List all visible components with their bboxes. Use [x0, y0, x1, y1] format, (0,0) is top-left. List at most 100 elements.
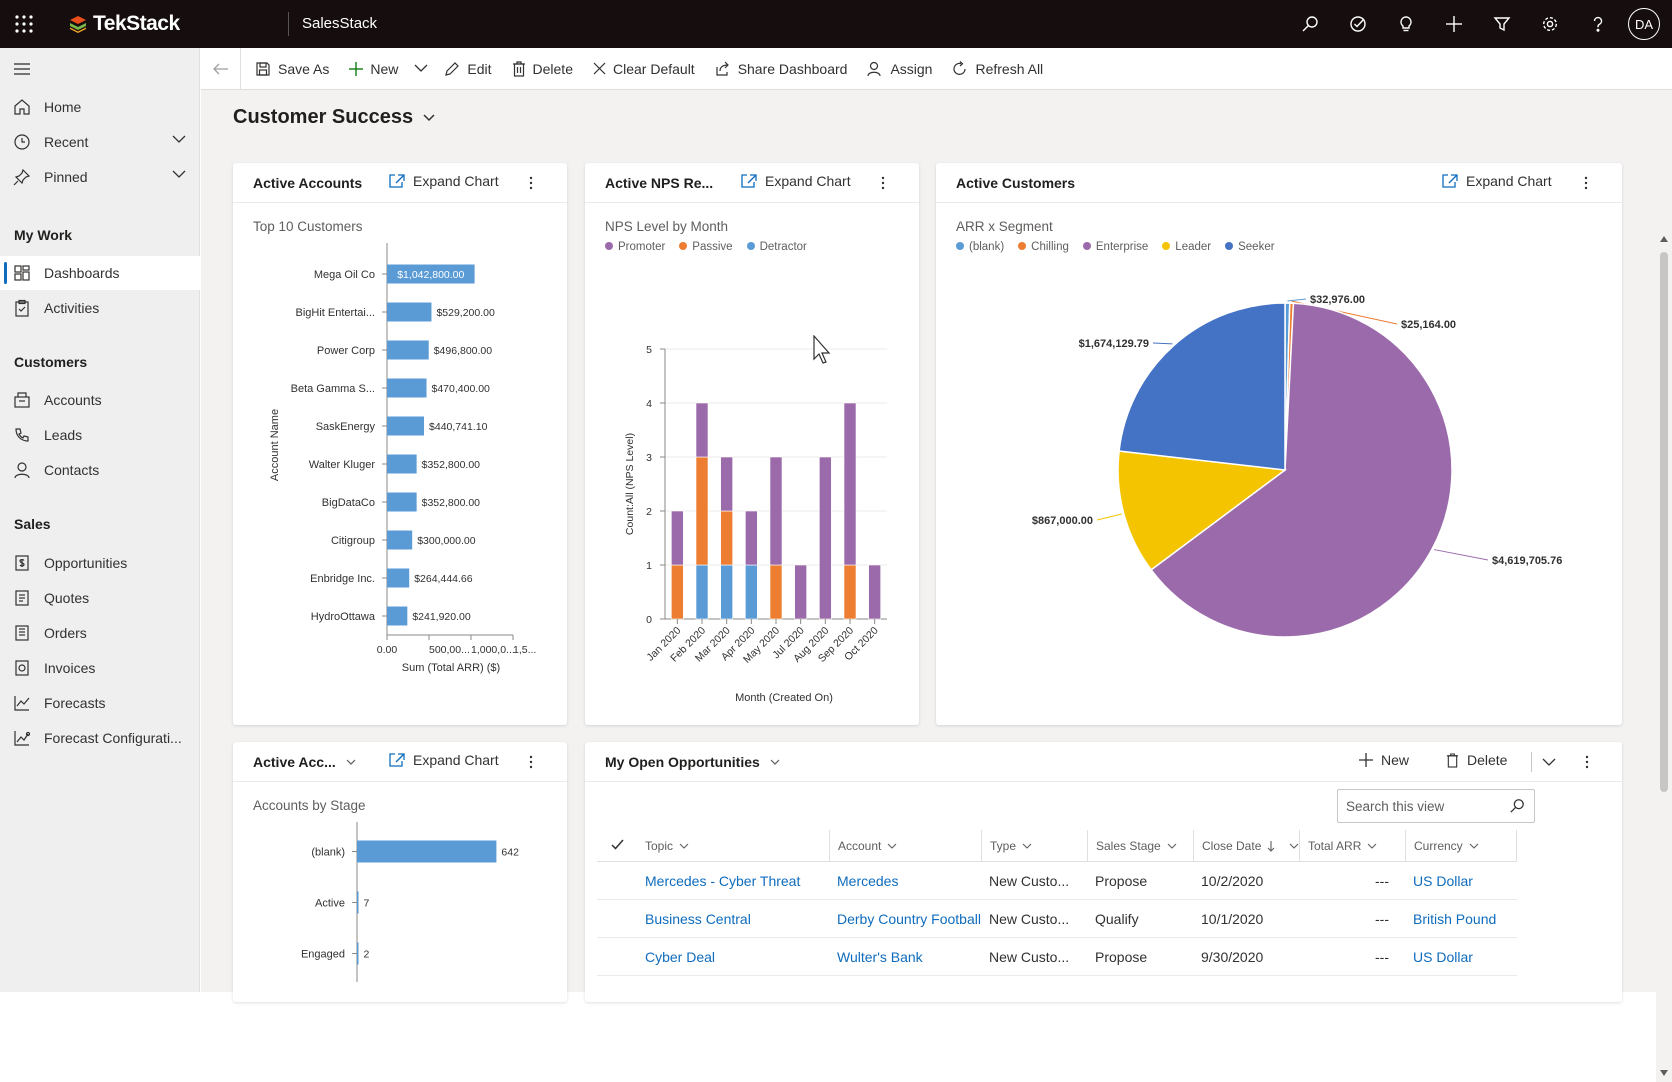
cell-topic[interactable]: Mercedes - Cyber Threat	[645, 873, 801, 889]
grid-new-button[interactable]: New	[1359, 752, 1409, 768]
legend-item-seeker[interactable]: Seeker	[1225, 241, 1275, 253]
sidebar-item-quotes[interactable]: Quotes	[0, 581, 200, 615]
cell-topic[interactable]: Cyber Deal	[645, 949, 716, 965]
refresh-all-button[interactable]: Refresh All	[942, 48, 1053, 90]
top-bar: TekStack SalesStack DA	[0, 0, 1672, 48]
sidebar-item-home[interactable]: Home	[0, 90, 200, 124]
cell-currency[interactable]: British Pound	[1413, 911, 1497, 927]
app-name[interactable]: SalesStack	[302, 15, 378, 32]
table-row[interactable]: Cyber Deal Wulter's Bank New Custo... Propo…	[597, 938, 1517, 976]
app-launcher-icon[interactable]	[14, 14, 34, 34]
sidebar-item-opportunities[interactable]: Opportunities	[0, 546, 200, 580]
share-dashboard-button[interactable]: Share Dashboard	[705, 48, 858, 90]
page-scrollbar[interactable]	[1656, 230, 1672, 1082]
cell-currency[interactable]: US Dollar	[1413, 949, 1473, 965]
expand-chart-button[interactable]: Expand Chart	[741, 173, 851, 189]
expand-chart-button[interactable]: Expand Chart	[389, 752, 499, 768]
more-options-icon[interactable]	[523, 753, 539, 771]
chevron-down-icon[interactable]	[172, 135, 186, 144]
legend-item-passive[interactable]: Passive	[679, 241, 733, 253]
sidebar-item-invoices[interactable]: Invoices	[0, 651, 200, 685]
sidebar-item-contacts[interactable]: Contacts	[0, 453, 200, 487]
filter-icon[interactable]	[1478, 0, 1526, 48]
slice-label: $32,976.00	[1310, 294, 1365, 306]
clear-default-button[interactable]: Clear Default	[583, 48, 705, 90]
sidebar-item-forecasts[interactable]: Forecasts	[0, 686, 200, 720]
dashboard-selector[interactable]: Customer Success	[233, 106, 435, 129]
legend-item-leader[interactable]: Leader	[1162, 241, 1211, 253]
cell-account[interactable]: Mercedes	[837, 873, 899, 889]
brand-logo[interactable]: TekStack	[68, 11, 180, 37]
pin-icon	[13, 168, 31, 186]
cell-account[interactable]: Derby Country Football Club	[837, 911, 985, 927]
sidebar-item-dashboards[interactable]: Dashboards	[0, 256, 200, 290]
table-row[interactable]: Business Central Derby Country Football C…	[597, 900, 1517, 938]
card-title-selector[interactable]: Active Acc...	[253, 754, 356, 770]
more-options-icon[interactable]	[1579, 753, 1595, 771]
slice-label: $1,674,129.79	[1079, 338, 1149, 350]
task-check-icon[interactable]	[1334, 0, 1382, 48]
delete-button[interactable]: Delete	[502, 48, 583, 90]
lightbulb-icon[interactable]	[1382, 0, 1430, 48]
plus-icon	[349, 61, 364, 76]
y-axis-title: Account Name	[269, 409, 281, 481]
sidebar-item-leads[interactable]: Leads	[0, 418, 200, 452]
search-icon[interactable]	[1509, 798, 1525, 814]
cell-topic[interactable]: Business Central	[645, 911, 751, 927]
column-header-account[interactable]: Account	[829, 830, 897, 862]
grid-more-commands-chevron[interactable]	[1539, 753, 1559, 771]
legend-item-detractor[interactable]: Detractor	[746, 241, 807, 253]
column-header-topic[interactable]: Topic	[637, 830, 689, 862]
legend-item-promoter[interactable]: Promoter	[605, 241, 665, 253]
scroll-up-icon[interactable]	[1660, 236, 1668, 242]
help-icon[interactable]	[1574, 0, 1622, 48]
cell-currency[interactable]: US Dollar	[1413, 873, 1473, 889]
cell-account[interactable]: Wulter's Bank	[837, 949, 923, 965]
grid-delete-button[interactable]: Delete	[1446, 752, 1507, 768]
scroll-thumb[interactable]	[1660, 252, 1668, 792]
save-as-button[interactable]: Save As	[245, 48, 339, 90]
column-header-currency[interactable]: Currency	[1405, 830, 1517, 862]
more-options-icon[interactable]	[875, 174, 891, 192]
edit-button[interactable]: Edit	[434, 48, 501, 90]
settings-gear-icon[interactable]	[1526, 0, 1574, 48]
sidebar-item-label: Dashboards	[44, 265, 120, 281]
legend-item-blank[interactable]: (blank)	[956, 241, 1004, 253]
chart-subtitle: Top 10 Customers	[253, 219, 363, 234]
chevron-down-icon[interactable]	[172, 170, 186, 179]
column-header-close-date[interactable]: Close Date	[1193, 830, 1299, 862]
column-header-type[interactable]: Type	[981, 830, 1032, 862]
sidebar-item-accounts[interactable]: Accounts	[0, 383, 200, 417]
back-button[interactable]	[201, 47, 241, 90]
sidebar-item-pinned[interactable]: Pinned	[0, 160, 200, 194]
sidebar-item-forecast-configuration[interactable]: Forecast Configurati...	[0, 721, 200, 755]
data-label: 2	[364, 949, 370, 961]
sidebar-item-activities[interactable]: Activities	[0, 291, 200, 325]
column-header-total-arr[interactable]: Total ARR	[1299, 830, 1377, 862]
sidebar-item-orders[interactable]: Orders	[0, 616, 200, 650]
search-input[interactable]: Search this view	[1337, 789, 1535, 823]
user-avatar[interactable]: DA	[1628, 8, 1660, 40]
expand-chart-button[interactable]: Expand Chart	[1442, 173, 1552, 189]
view-selector[interactable]: My Open Opportunities	[605, 754, 780, 770]
table-row[interactable]: Mercedes - Cyber Threat Mercedes New Custo…	[597, 862, 1517, 900]
scroll-down-icon[interactable]	[1660, 1070, 1668, 1076]
legend-item-chilling[interactable]: Chilling	[1018, 241, 1069, 253]
y-tick-label: Walter Kluger	[309, 459, 376, 471]
column-header-sales-stage[interactable]: Sales Stage	[1087, 830, 1177, 862]
new-dropdown-button[interactable]	[408, 48, 434, 90]
search-icon[interactable]	[1286, 0, 1334, 48]
new-button[interactable]: New	[339, 48, 408, 90]
legend-item-enterprise[interactable]: Enterprise	[1082, 241, 1148, 253]
sidebar-item-recent[interactable]: Recent	[0, 125, 200, 159]
select-all-checkmark-icon[interactable]	[611, 839, 624, 853]
bar-segment	[695, 402, 709, 458]
more-options-icon[interactable]	[1578, 174, 1594, 192]
plus-icon[interactable]	[1430, 0, 1478, 48]
hamburger-menu-icon[interactable]	[14, 62, 30, 76]
expand-chart-button[interactable]: Expand Chart	[389, 173, 499, 189]
more-options-icon[interactable]	[523, 174, 539, 192]
assign-button[interactable]: Assign	[857, 48, 942, 90]
data-label: $470,400.00	[432, 383, 491, 395]
home-icon	[14, 99, 30, 115]
